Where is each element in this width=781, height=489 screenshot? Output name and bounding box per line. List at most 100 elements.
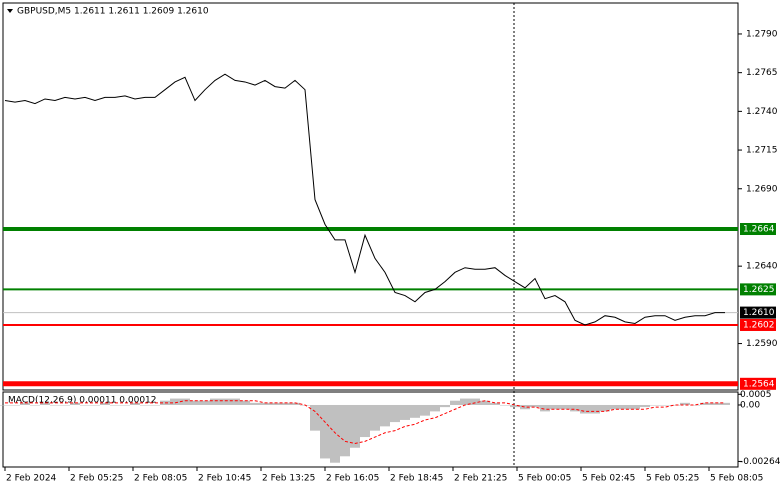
macd-bar	[270, 402, 280, 405]
macd-bar	[240, 400, 250, 405]
macd-bar	[660, 404, 670, 406]
macd-bar	[320, 404, 330, 459]
macd-bar	[490, 402, 500, 405]
macd-bar	[520, 404, 530, 410]
x-tick-label: 2 Feb 16:05	[326, 474, 379, 484]
macd-bar	[650, 404, 660, 406]
x-tick-label: 5 Feb 08:05	[710, 474, 763, 484]
macd-bar	[150, 404, 160, 406]
macd-bar	[70, 402, 80, 405]
macd-bar	[630, 404, 640, 410]
level-label: 1.2625	[743, 285, 775, 295]
y-tick-label: 1.2790	[746, 29, 778, 39]
macd-bar	[180, 398, 190, 405]
x-tick-label: 2 Feb 08:05	[134, 474, 187, 484]
level-label: 1.2564	[743, 379, 775, 389]
macd-bar	[90, 404, 100, 406]
macd-bar	[130, 402, 140, 405]
last-price-tag	[740, 306, 776, 319]
macd-bar	[560, 404, 570, 410]
macd-bar	[360, 404, 370, 438]
x-tick-label: 2 Feb 18:45	[390, 474, 443, 484]
macd-bar	[580, 404, 590, 414]
macd-bar	[400, 404, 410, 420]
macd-bar	[440, 404, 450, 408]
macd-bar	[670, 404, 680, 406]
macd-bar	[60, 404, 70, 406]
macd-bar	[170, 398, 180, 405]
macd-bar	[690, 404, 700, 406]
macd-bar	[430, 404, 440, 412]
macd-bar	[380, 404, 390, 427]
macd-bar	[20, 402, 30, 405]
macd-bar	[80, 404, 90, 406]
macd-bar	[510, 404, 520, 408]
macd-bar	[250, 402, 260, 405]
x-tick-label: 2 Feb 05:25	[70, 474, 123, 484]
macd-bar	[190, 400, 200, 405]
x-tick-label: 2 Feb 2024	[6, 474, 57, 484]
macd-bar	[330, 404, 340, 463]
macd-bar	[220, 398, 230, 405]
last-price-label: 1.2610	[743, 308, 775, 318]
macd-bar	[210, 398, 220, 405]
macd-bar	[700, 402, 710, 405]
macd-bar	[110, 404, 120, 406]
macd-bar	[0, 404, 10, 406]
y-tick-label: 1.2740	[746, 107, 778, 117]
macd-bar	[350, 404, 360, 448]
macd-bar	[460, 398, 470, 405]
main-frame	[2, 2, 739, 391]
y-tick-label: 0.0005	[740, 390, 772, 400]
macd-bar	[370, 404, 380, 431]
macd-bar	[610, 404, 620, 410]
x-tick-label: 2 Feb 21:25	[454, 474, 507, 484]
y-tick-label: 1.2690	[746, 184, 778, 194]
macd-title: MACD(12,26,9) 0.00011 0.00012	[8, 396, 157, 406]
macd-frame	[2, 391, 739, 468]
macd-bar	[340, 404, 350, 457]
macd-bar	[470, 398, 480, 405]
macd-bar	[30, 404, 40, 406]
macd-bar	[500, 404, 510, 406]
level-tag	[740, 377, 776, 390]
macd-bar	[200, 400, 210, 405]
macd-bar	[530, 404, 540, 408]
price-line	[4, 73, 725, 326]
macd-bar	[140, 404, 150, 406]
macd-bar	[570, 404, 580, 412]
macd-bar	[230, 398, 240, 405]
macd-bar	[540, 404, 550, 412]
macd-bar	[310, 404, 320, 431]
macd-bar	[590, 404, 600, 414]
y-tick-label: -0.00264	[740, 457, 781, 467]
y-tick-label: 1.2640	[746, 262, 778, 272]
macd-bar	[260, 402, 270, 405]
macd-bar	[550, 404, 560, 410]
level-tag	[740, 283, 776, 296]
macd-bar	[410, 404, 420, 418]
y-tick-label: 0.00	[740, 400, 760, 410]
x-tick-label: 5 Feb 00:05	[518, 474, 571, 484]
macd-bar	[450, 400, 460, 405]
chart-title: GBPUSD,M5 1.2611 1.2611 1.2609 1.2610	[17, 7, 209, 17]
macd-bar	[10, 404, 20, 406]
macd-bar	[390, 404, 400, 423]
macd-bar	[420, 404, 430, 416]
macd-bar	[280, 402, 290, 405]
x-tick-label: 5 Feb 05:25	[646, 474, 699, 484]
level-tag	[740, 223, 776, 236]
level-label: 1.2664	[743, 225, 775, 235]
y-tick-label: 1.2715	[746, 146, 778, 156]
macd-bar	[290, 402, 300, 405]
level-label: 1.2602	[743, 320, 775, 330]
macd-bar	[40, 402, 50, 405]
x-tick-label: 2 Feb 13:25	[262, 474, 315, 484]
signal-line	[5, 400, 725, 444]
macd-bar	[640, 404, 650, 408]
macd-bar	[480, 400, 490, 405]
macd-bar	[600, 404, 610, 412]
level-tag	[740, 318, 776, 331]
macd-bar	[720, 402, 730, 405]
